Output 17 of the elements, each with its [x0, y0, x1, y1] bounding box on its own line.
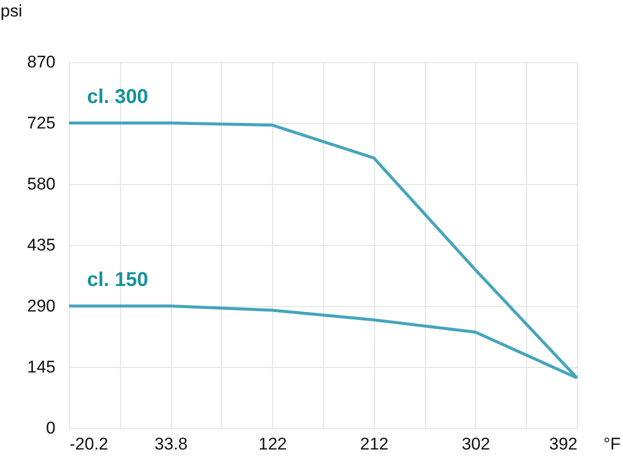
x-tick-label: 392	[549, 434, 578, 454]
y-axis-title: psi	[0, 2, 22, 20]
y-tick-label: 435	[27, 236, 56, 254]
y-tick-label: 725	[27, 114, 56, 132]
x-tick-label: 33.8	[154, 434, 188, 454]
x-tick-label: 212	[360, 434, 388, 454]
series-label: cl. 150	[87, 269, 148, 291]
x-tick-label: 302	[462, 434, 490, 454]
y-tick-label: 870	[27, 52, 56, 72]
y-tick-label: 580	[27, 174, 56, 194]
y-tick-label: 0	[46, 418, 56, 438]
y-tick-label: 145	[27, 358, 56, 376]
y-tick-label: 290	[27, 296, 56, 316]
x-tick-label: 122	[258, 434, 287, 454]
x-axis-title: °F	[604, 434, 621, 454]
series-label: cl. 300	[87, 86, 148, 108]
x-tick-label: -20.2	[70, 434, 108, 454]
